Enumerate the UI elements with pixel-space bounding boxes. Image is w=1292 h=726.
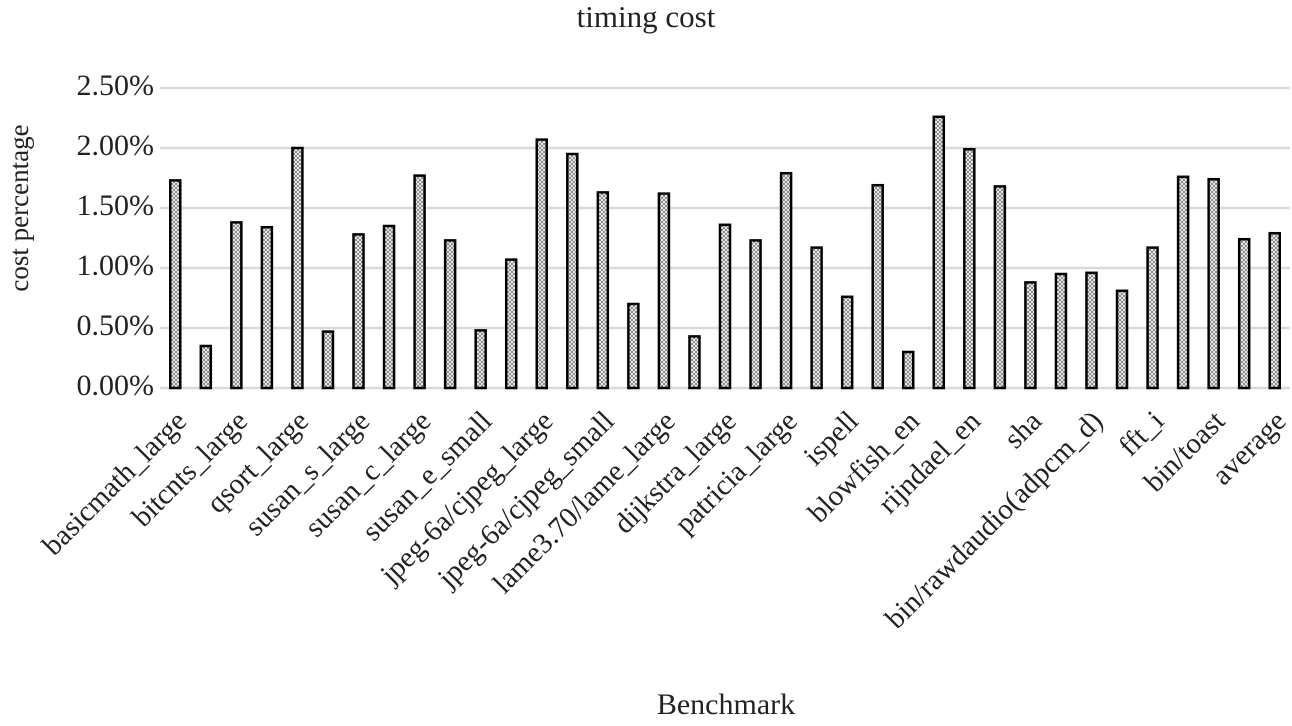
bar — [535, 138, 549, 390]
y-tick-label: 0.50% — [77, 309, 155, 342]
y-tick-label: 0.00% — [77, 369, 155, 402]
bar — [1024, 281, 1037, 390]
y-axis-title: cost percentage — [4, 124, 34, 291]
bar — [993, 185, 1007, 390]
bar — [871, 183, 884, 390]
bar — [321, 330, 335, 390]
chart-title: timing cost — [577, 0, 716, 34]
bar — [1054, 272, 1068, 390]
bar — [901, 350, 915, 390]
bar — [810, 246, 823, 390]
bar — [474, 329, 487, 390]
y-tick-label: 1.50% — [77, 189, 155, 222]
bar — [1085, 271, 1098, 390]
bar — [1176, 175, 1190, 390]
bar — [413, 174, 426, 390]
x-axis-title: Benchmark — [657, 688, 795, 721]
y-tick-label: 2.00% — [77, 129, 155, 162]
bar — [840, 295, 854, 390]
bar — [382, 224, 396, 390]
bar — [260, 225, 274, 390]
bar — [688, 335, 701, 390]
bar — [1237, 237, 1251, 390]
bar — [504, 258, 518, 390]
bar — [352, 233, 365, 390]
bar — [749, 239, 762, 390]
bar — [1115, 289, 1129, 390]
bar — [718, 223, 732, 390]
bar — [1207, 177, 1220, 390]
bar — [566, 152, 579, 390]
bar — [596, 191, 610, 390]
x-tick-label: sha — [998, 405, 1048, 455]
bar — [657, 192, 671, 390]
bar — [199, 344, 213, 390]
bar — [1268, 231, 1281, 390]
bar — [230, 221, 243, 390]
bar — [963, 147, 976, 390]
y-tick-label: 1.00% — [77, 249, 155, 282]
bar — [1146, 246, 1159, 390]
bar — [169, 179, 182, 390]
bar — [627, 302, 640, 390]
bar — [291, 146, 304, 390]
bar — [443, 239, 457, 390]
bar — [779, 171, 793, 390]
y-tick-label: 2.50% — [77, 69, 155, 102]
bar — [932, 115, 946, 390]
